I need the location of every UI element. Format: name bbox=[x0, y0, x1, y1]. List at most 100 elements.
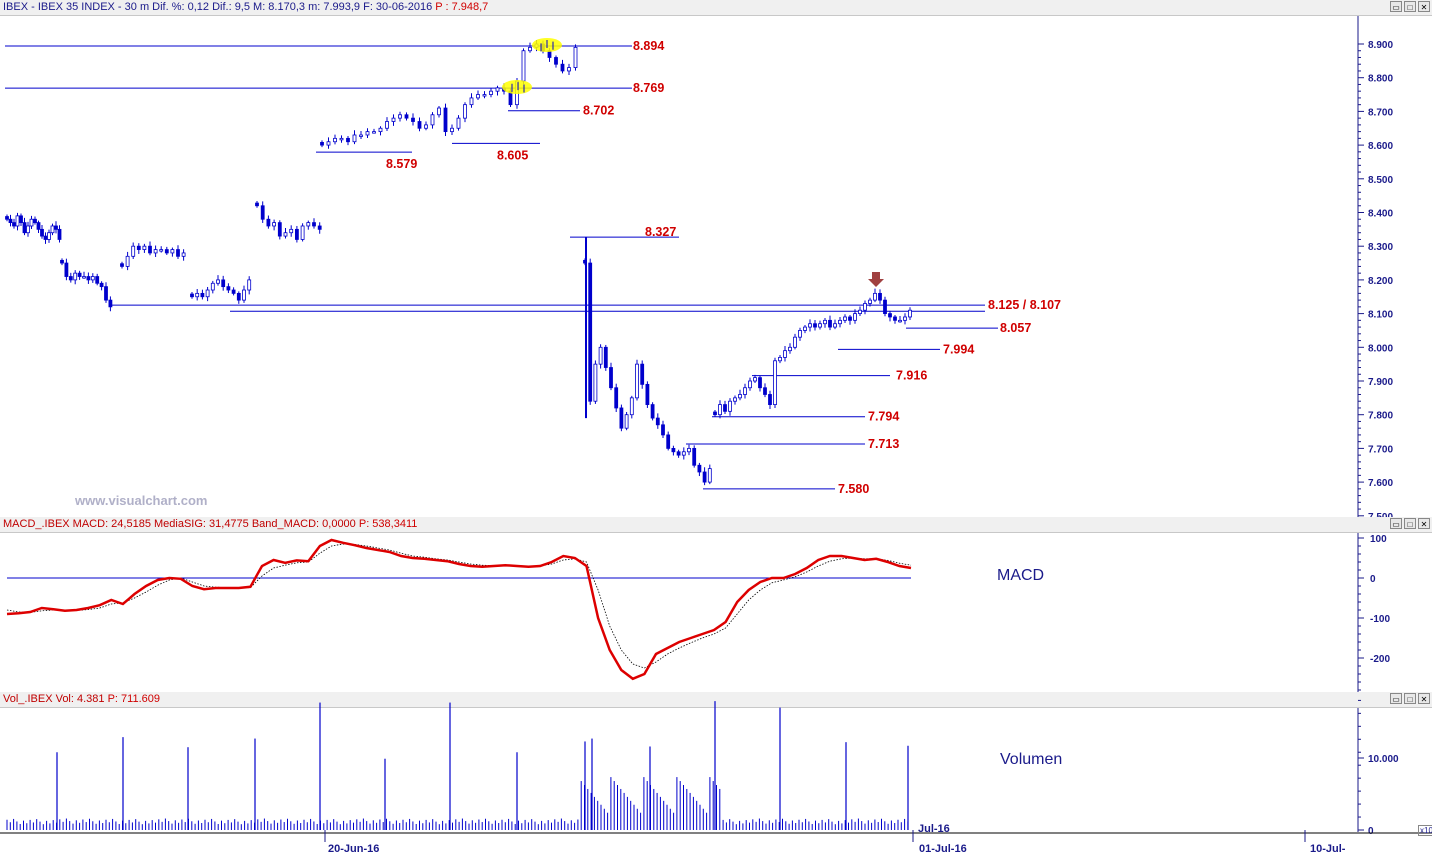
candle-body bbox=[793, 336, 797, 348]
candle-body bbox=[120, 263, 124, 267]
candle-body bbox=[411, 117, 415, 122]
candle-body bbox=[554, 57, 558, 65]
candle-body bbox=[778, 357, 782, 362]
candle-body bbox=[848, 316, 852, 321]
candle-body bbox=[713, 411, 717, 416]
candle-body bbox=[68, 276, 73, 281]
candle-body bbox=[385, 121, 389, 129]
candle-body bbox=[272, 222, 277, 227]
candle-body bbox=[692, 447, 697, 466]
candle-body bbox=[883, 299, 887, 314]
candle-body bbox=[54, 225, 58, 230]
candle-body bbox=[43, 235, 48, 240]
watermark: www.visualchart.com bbox=[75, 493, 208, 508]
candle-body bbox=[190, 293, 194, 298]
macd-y-tick-label: -100 bbox=[1370, 614, 1390, 625]
price-maximize-button[interactable]: □ bbox=[1404, 1, 1416, 12]
macd-maximize-button[interactable]: □ bbox=[1404, 518, 1416, 529]
macd-header: MACD_.IBEX MACD: 24,5185 MediaSIG: 31,47… bbox=[0, 517, 1432, 533]
candle-body bbox=[195, 292, 200, 298]
candle-body bbox=[26, 225, 30, 234]
candle-body bbox=[231, 289, 236, 294]
candle-body bbox=[858, 309, 862, 315]
candle-body bbox=[609, 367, 613, 389]
level-label: 8.605 bbox=[497, 148, 528, 162]
candle-body bbox=[372, 131, 376, 134]
volume-close-button[interactable]: ✕ bbox=[1418, 693, 1430, 704]
candle-body bbox=[289, 228, 294, 234]
price-chart: 8.900 8.800 8.700 8.600 8.500 8.400 8.300 8.200… bbox=[5, 16, 1393, 517]
candle-body bbox=[320, 142, 324, 146]
candle-body bbox=[873, 292, 877, 301]
candle-body bbox=[19, 215, 23, 224]
volume-header-title: Vol_.IBEX Vol: 4.381 P: 711.609 bbox=[3, 693, 160, 705]
candle-body bbox=[560, 63, 565, 72]
candle-body bbox=[5, 216, 9, 220]
candle-body bbox=[655, 417, 660, 426]
highlight-lower-ellipse bbox=[502, 80, 532, 94]
candle-body bbox=[417, 121, 422, 129]
candle-body bbox=[681, 451, 686, 456]
candle-body bbox=[82, 276, 86, 279]
candle-body bbox=[619, 407, 624, 429]
price-y-tick-label: 8.100 bbox=[1368, 310, 1393, 321]
candle-body bbox=[236, 292, 241, 301]
price-y-tick-label: 8.500 bbox=[1368, 175, 1393, 186]
candle-body bbox=[22, 222, 27, 234]
macd-pane: MACD_.IBEX MACD: 24,5185 MediaSIG: 31,47… bbox=[0, 517, 1432, 692]
candle-body bbox=[15, 215, 20, 227]
candle-body bbox=[200, 292, 205, 298]
candle-body bbox=[216, 279, 220, 284]
price-header: IBEX - IBEX 35 INDEX - 30 m Dif. %: 0,12… bbox=[0, 0, 1432, 16]
candle-body bbox=[798, 330, 802, 338]
candle-body bbox=[738, 394, 742, 399]
candle-body bbox=[40, 228, 44, 237]
price-close-button[interactable]: ✕ bbox=[1418, 1, 1430, 12]
volume-scale-tag: x10 bbox=[1418, 825, 1432, 836]
price-y-tick-label: 8.600 bbox=[1368, 141, 1393, 152]
candle-body bbox=[573, 46, 578, 68]
candle-body bbox=[404, 114, 409, 119]
candle-body bbox=[567, 67, 571, 72]
candle-body bbox=[221, 279, 226, 288]
candle-body bbox=[242, 289, 246, 301]
candle-body bbox=[181, 252, 186, 257]
candle-body bbox=[908, 309, 912, 318]
candle-body bbox=[326, 141, 331, 146]
candle-body bbox=[443, 107, 448, 133]
x-axis-edge-label: Jul-16 bbox=[918, 823, 950, 835]
candle-body bbox=[125, 255, 130, 267]
macd-close-button[interactable]: ✕ bbox=[1418, 518, 1430, 529]
candle-body bbox=[687, 447, 691, 453]
level-label: 7.916 bbox=[896, 369, 927, 383]
macd-header-p: P: 538,3411 bbox=[358, 518, 418, 530]
level-label: 8.125 / 8.107 bbox=[988, 298, 1061, 312]
candle-body bbox=[255, 202, 259, 207]
macd-y-tick-label: 100 bbox=[1370, 534, 1387, 545]
candle-body bbox=[36, 222, 41, 230]
candle-body bbox=[823, 319, 827, 325]
volume-restore-button[interactable]: ▭ bbox=[1390, 693, 1402, 704]
candle-body bbox=[818, 323, 822, 328]
macd-restore-button[interactable]: ▭ bbox=[1390, 518, 1402, 529]
candle-body bbox=[136, 245, 141, 250]
candle-body bbox=[863, 303, 867, 311]
candle-body bbox=[629, 397, 634, 416]
candle-body bbox=[391, 117, 396, 122]
candle-body bbox=[86, 276, 91, 281]
candle-body bbox=[773, 360, 777, 405]
candle-body bbox=[808, 323, 812, 328]
price-restore-button[interactable]: ▭ bbox=[1390, 1, 1402, 12]
candle-body bbox=[469, 97, 474, 106]
volume-maximize-button[interactable]: □ bbox=[1404, 693, 1416, 704]
candle-body bbox=[521, 50, 526, 82]
level-label: 8.579 bbox=[386, 157, 417, 171]
candle-body bbox=[723, 404, 727, 412]
level-label: 7.794 bbox=[868, 410, 899, 424]
candle-body bbox=[352, 134, 357, 143]
price-y-tick-label: 7.900 bbox=[1368, 377, 1393, 388]
volume-y-tick-label: 10.000 bbox=[1368, 754, 1399, 765]
candle-body bbox=[50, 225, 55, 234]
price-y-tick-label: 7.800 bbox=[1368, 411, 1393, 422]
candle-body bbox=[748, 380, 752, 389]
